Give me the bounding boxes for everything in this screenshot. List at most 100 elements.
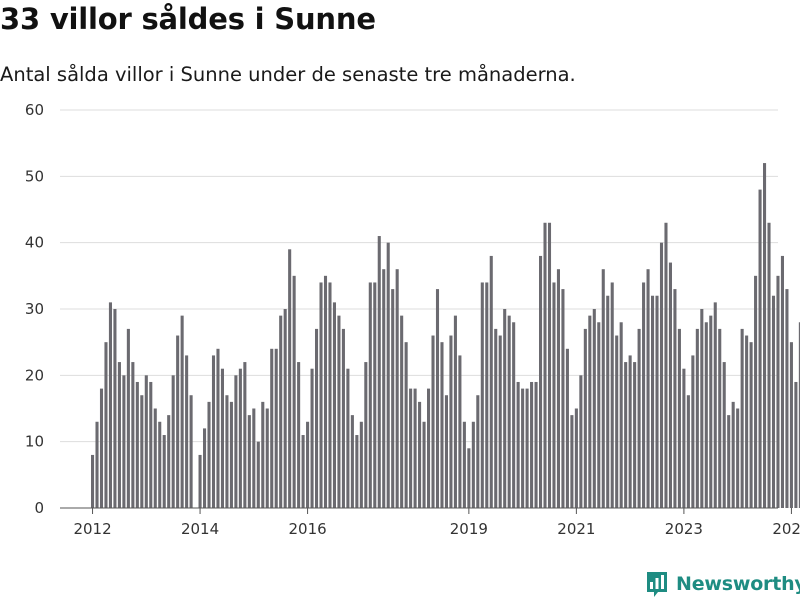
- bar: [422, 421, 426, 508]
- bar: [270, 348, 274, 508]
- bar: [373, 282, 377, 508]
- bar: [727, 415, 731, 508]
- bar: [561, 289, 565, 508]
- axis-layer: 0102030405060332012201420162019202120232…: [25, 101, 800, 538]
- bar-chart-logo-icon: [647, 572, 667, 597]
- bar: [749, 342, 753, 508]
- bar: [695, 328, 699, 508]
- bar: [530, 381, 534, 508]
- bar: [659, 242, 664, 509]
- bar: [315, 328, 319, 508]
- bar: [507, 315, 511, 508]
- bar: [391, 289, 395, 508]
- bar: [547, 222, 552, 508]
- bar: [539, 255, 543, 508]
- x-tick-label: 2025: [772, 520, 800, 538]
- x-tick-label: 2016: [288, 520, 326, 538]
- bar: [418, 401, 422, 508]
- bar: [785, 289, 789, 508]
- bar: [261, 401, 265, 508]
- bar: [740, 328, 744, 508]
- x-tick-label: 2023: [665, 520, 703, 538]
- bar: [597, 322, 601, 508]
- bar: [610, 282, 614, 508]
- bar: [449, 335, 453, 508]
- bar: [198, 454, 202, 508]
- bar: [225, 395, 229, 508]
- bar: [556, 269, 560, 508]
- bar: [444, 395, 448, 508]
- bar: [256, 441, 260, 508]
- bar: [642, 282, 646, 508]
- bar: [243, 362, 247, 508]
- bar: [615, 335, 619, 508]
- bar: [323, 275, 328, 508]
- bar: [521, 388, 525, 508]
- bar: [189, 395, 193, 508]
- bar: [99, 388, 104, 508]
- bar: [453, 315, 457, 508]
- bar: [409, 388, 413, 508]
- bar: [798, 322, 800, 508]
- bar: [713, 302, 717, 508]
- bar: [252, 408, 256, 508]
- bar: [480, 282, 484, 508]
- bar: [368, 282, 372, 508]
- bar: [229, 401, 233, 508]
- bar: [306, 421, 310, 508]
- bar: [776, 275, 780, 508]
- bar: [234, 375, 238, 508]
- page-subtitle: Antal sålda villor i Sunne under de sena…: [0, 63, 576, 86]
- bar: [440, 342, 444, 508]
- y-tick-label: 30: [25, 300, 44, 318]
- bar: [731, 401, 735, 508]
- bar: [135, 381, 139, 508]
- bar: [332, 302, 336, 508]
- bar: [691, 355, 695, 508]
- bar: [435, 289, 440, 508]
- bar: [400, 315, 404, 508]
- bar: [668, 262, 672, 508]
- bar: [552, 282, 556, 508]
- bar: [91, 454, 95, 508]
- bar: [211, 355, 216, 508]
- bar: [592, 309, 596, 508]
- bar: [588, 315, 592, 508]
- bar: [413, 388, 417, 508]
- bar: [122, 375, 126, 508]
- bar: [220, 368, 224, 508]
- bar: [767, 222, 771, 508]
- bar: [364, 362, 368, 508]
- bar: [108, 302, 112, 508]
- bar: [292, 275, 296, 508]
- bar: [386, 242, 390, 509]
- bar: [131, 362, 135, 508]
- bar: [355, 435, 359, 508]
- bar: [274, 348, 278, 508]
- bar: [704, 322, 708, 508]
- bar: [350, 415, 354, 508]
- bar: [489, 255, 493, 508]
- bar: [579, 375, 583, 508]
- bar: [646, 269, 650, 508]
- bar: [637, 328, 641, 508]
- bar: [601, 269, 605, 508]
- y-tick-label: 0: [34, 499, 44, 517]
- bar: [117, 362, 121, 508]
- bar: [628, 355, 632, 508]
- bar: [606, 295, 610, 508]
- bar: [709, 315, 713, 508]
- x-tick-label: 2014: [181, 520, 219, 538]
- bar: [574, 408, 578, 508]
- bar: [476, 395, 480, 508]
- bar: [462, 421, 466, 508]
- y-tick-label: 20: [25, 366, 44, 384]
- bar: [185, 355, 189, 508]
- bar: [503, 309, 507, 508]
- bar: [319, 282, 323, 508]
- bar: [126, 328, 130, 508]
- bar: [718, 328, 722, 508]
- bar: [700, 309, 704, 508]
- bar: [771, 295, 776, 508]
